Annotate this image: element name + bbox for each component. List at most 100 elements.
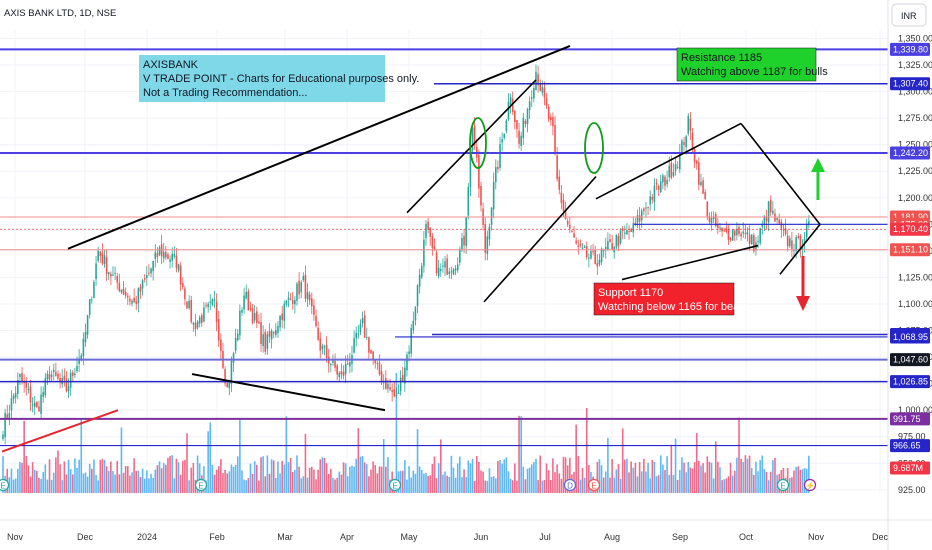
- candle-body: [57, 373, 59, 379]
- x-tick-label: Apr: [340, 532, 354, 542]
- candle-body: [748, 234, 751, 245]
- candle-body: [220, 339, 222, 351]
- event-marker[interactable]: [776, 478, 790, 492]
- candle-body: [467, 186, 470, 216]
- volume-bar: [158, 461, 161, 493]
- candle-body: [410, 328, 412, 354]
- volume-bar: [522, 466, 525, 493]
- candle-body: [120, 289, 123, 293]
- price-tag-bg: [890, 243, 930, 257]
- x-tick-label: Mar: [277, 532, 293, 542]
- volume-bar: [583, 477, 586, 493]
- candle-body: [435, 252, 438, 274]
- volume-bar: [509, 478, 512, 493]
- price-tag-label: 1,068.95: [893, 332, 928, 342]
- event-marker-label: E: [0, 482, 5, 491]
- candle-body: [272, 331, 275, 334]
- volume-bar: [714, 441, 717, 493]
- candle-body: [179, 265, 182, 285]
- candle-body: [655, 182, 658, 185]
- candle-body: [129, 298, 131, 302]
- event-marker[interactable]: [587, 478, 601, 492]
- volume-bar: [321, 457, 324, 493]
- info-line-3: Not a Trading Recommendation...: [143, 87, 307, 99]
- volume-bar: [795, 467, 797, 493]
- candle-body: [698, 162, 700, 185]
- volume-bar: [302, 476, 305, 493]
- candle-body: [249, 308, 252, 310]
- candle-body: [192, 322, 195, 325]
- candle-body: [670, 162, 673, 178]
- candle-body: [71, 372, 74, 376]
- volume-bar: [653, 461, 656, 493]
- candle-body: [232, 353, 235, 363]
- candle-body: [573, 233, 575, 238]
- price-tag-label: 1,181.90: [893, 212, 928, 222]
- circle-marker: [469, 117, 487, 169]
- volume-bar: [416, 429, 419, 493]
- candle-body: [638, 215, 641, 222]
- event-marker[interactable]: [0, 478, 10, 492]
- candle-body: [116, 276, 119, 283]
- volume-bar: [105, 466, 108, 493]
- volume-bar: [712, 478, 715, 493]
- volume-bar: [91, 468, 93, 493]
- currency-label: INR: [901, 11, 917, 21]
- candle-body: [67, 386, 70, 392]
- volume-bar: [374, 465, 377, 493]
- candle-body: [95, 263, 97, 280]
- candle-body: [492, 181, 495, 210]
- candle-body: [12, 395, 15, 399]
- candle-body: [598, 259, 601, 265]
- volume-bar: [533, 462, 535, 493]
- event-marker[interactable]: [803, 478, 817, 492]
- candle-body: [725, 228, 728, 232]
- candle-body: [33, 402, 36, 408]
- candle-body: [689, 118, 692, 131]
- event-marker[interactable]: [388, 478, 402, 492]
- price-tag: 1,339.80: [890, 42, 930, 56]
- candle-body: [29, 386, 32, 403]
- volume-bar: [581, 467, 584, 493]
- volume-bar: [260, 457, 262, 493]
- volume-bar: [10, 468, 13, 493]
- volume-bar: [649, 478, 651, 493]
- volume-bar: [279, 473, 281, 493]
- price-tag: 1,151.10: [890, 243, 930, 257]
- candle-body: [167, 254, 169, 260]
- x-tick-label: Sep: [672, 532, 688, 542]
- candle-body: [99, 251, 102, 257]
- candle-body: [25, 382, 28, 388]
- volume-bar: [799, 469, 802, 493]
- volume-bar: [454, 477, 457, 493]
- volume-bar: [2, 456, 4, 493]
- candle-body: [393, 389, 396, 397]
- volume-bar: [630, 461, 632, 493]
- candle-body: [793, 250, 795, 252]
- volume-bar: [315, 479, 317, 493]
- candle-body: [368, 337, 370, 353]
- volume-bar: [236, 456, 239, 493]
- volume-bar: [181, 460, 184, 493]
- candle-body: [774, 213, 776, 222]
- volume-bar: [427, 475, 429, 493]
- event-marker-label: E: [591, 482, 596, 491]
- x-tick-label: Jul: [539, 532, 551, 542]
- candle-body: [733, 230, 736, 236]
- candle-body: [653, 185, 656, 203]
- candle-body: [279, 315, 281, 328]
- volume-bar: [344, 463, 347, 493]
- volume-bar: [467, 460, 470, 493]
- price-tag-bg: [890, 439, 930, 453]
- event-marker[interactable]: [194, 478, 208, 492]
- volume-bar: [442, 474, 444, 493]
- candle-body: [590, 251, 592, 259]
- y-tick-label: 1,100.00: [898, 299, 932, 309]
- candle-body: [69, 372, 72, 388]
- volume-bar: [298, 466, 300, 493]
- candle-body: [184, 288, 186, 300]
- currency-button[interactable]: INR: [891, 3, 927, 27]
- volume-bar: [524, 479, 527, 493]
- event-marker[interactable]: [563, 478, 577, 492]
- candle-body: [372, 351, 374, 360]
